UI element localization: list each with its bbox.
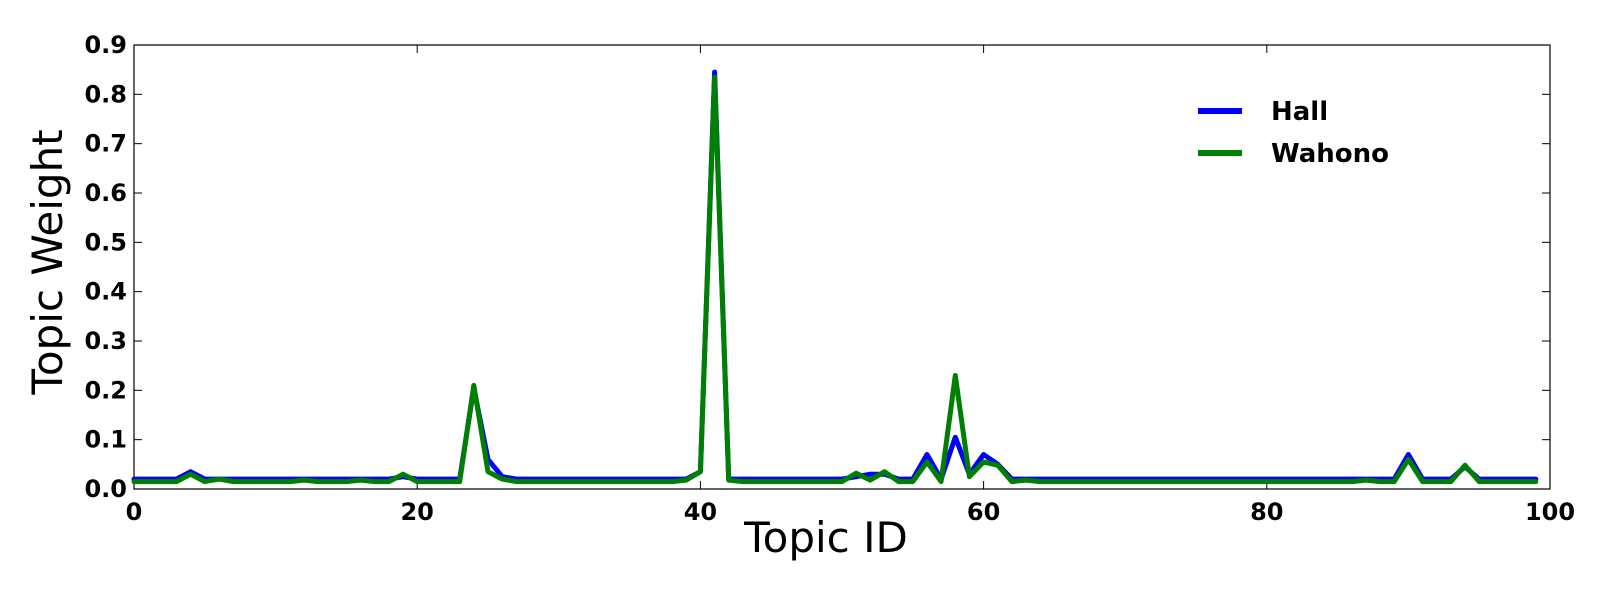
- y-tick-label: 0.6: [84, 179, 127, 207]
- x-tick-label: 80: [1250, 498, 1283, 526]
- y-tick-label: 0.7: [84, 130, 127, 158]
- series-layer: [131, 69, 1539, 485]
- y-tick-label: 0.3: [84, 327, 127, 355]
- plot-area-border: [133, 44, 1551, 490]
- x-tick-label: 100: [1525, 498, 1575, 526]
- x-tick-label: 60: [967, 498, 1000, 526]
- y-axis-title: Topic Weight: [23, 129, 72, 395]
- y-tick-label: 0.9: [84, 31, 127, 59]
- y-tick-label: 0.4: [84, 278, 127, 306]
- y-axis: 0.0 0.1 0.2 0.3 0.4 0.5 0.6 0.7 0.8 0.9: [84, 31, 1550, 503]
- x-tick-label: 0: [126, 498, 143, 526]
- legend-label-wahono: Wahono: [1271, 139, 1389, 169]
- legend: Hall Wahono: [1198, 97, 1389, 169]
- series-line-hall: [131, 69, 1539, 482]
- y-tick-label: 0.8: [84, 80, 127, 108]
- x-axis-title: Topic ID: [743, 513, 908, 562]
- x-axis: 0 20 40 60 80 100: [126, 45, 1575, 526]
- y-tick-label: 0.2: [84, 376, 127, 404]
- series-line-wahono: [131, 74, 1539, 485]
- legend-label-hall: Hall: [1271, 97, 1328, 127]
- x-tick-label: 40: [684, 498, 717, 526]
- y-tick-label: 0.1: [84, 426, 127, 454]
- plot-frame: [133, 44, 1551, 490]
- y-tick-label: 0.0: [84, 475, 127, 503]
- y-tick-label: 0.5: [84, 228, 127, 256]
- x-tick-label: 20: [400, 498, 433, 526]
